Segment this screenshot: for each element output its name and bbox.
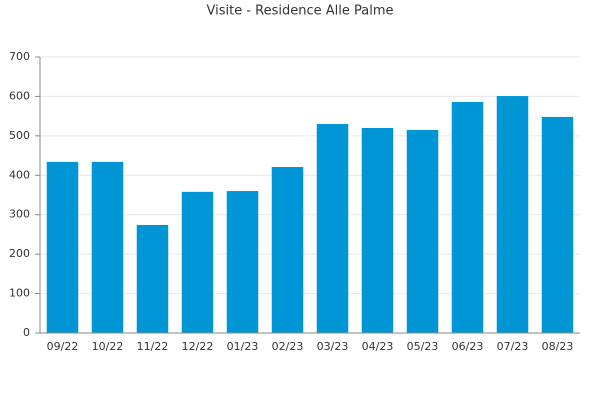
y-tick-label: 400	[9, 168, 30, 181]
y-tick-label: 500	[9, 129, 30, 142]
bar	[226, 191, 259, 333]
bar	[316, 124, 349, 334]
x-tick-label: 05/23	[407, 340, 439, 353]
bar	[181, 191, 214, 333]
x-tick-label: 02/23	[272, 340, 304, 353]
bar	[451, 101, 484, 333]
bar	[91, 161, 124, 333]
x-tick-label: 06/23	[452, 340, 484, 353]
bar	[541, 116, 574, 333]
y-tick-label: 100	[9, 287, 30, 300]
x-tick-label: 12/22	[182, 340, 214, 353]
x-tick-label: 01/23	[227, 340, 259, 353]
x-tick-label: 10/22	[92, 340, 124, 353]
bar	[46, 161, 79, 333]
x-tick-label: 03/23	[317, 340, 349, 353]
x-tick-label: 04/23	[362, 340, 394, 353]
bar	[406, 129, 439, 333]
y-tick-label: 300	[9, 208, 30, 221]
bar	[361, 127, 394, 333]
x-tick-label: 09/22	[47, 340, 79, 353]
y-tick-label: 0	[23, 326, 30, 339]
bar	[271, 167, 304, 333]
bar	[496, 96, 529, 333]
y-tick-label: 200	[9, 247, 30, 260]
bar	[136, 224, 169, 333]
y-tick-label: 600	[9, 89, 30, 102]
x-tick-label: 08/23	[542, 340, 574, 353]
y-tick-label: 700	[9, 50, 30, 63]
x-tick-label: 11/22	[137, 340, 169, 353]
x-tick-label: 07/23	[497, 340, 529, 353]
chart-title: Visite - Residence Alle Palme	[207, 4, 394, 19]
